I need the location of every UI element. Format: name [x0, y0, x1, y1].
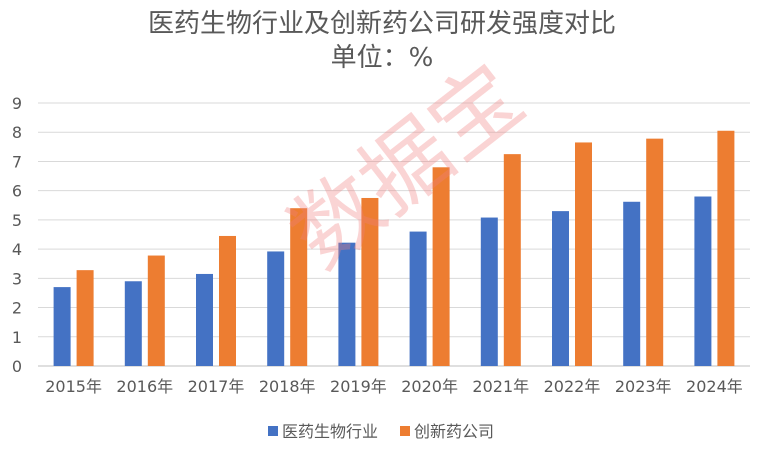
legend-swatch	[400, 426, 410, 436]
bar-innovative-6	[503, 154, 521, 366]
chart-subtitle: 单位：%	[331, 43, 434, 73]
y-tick-label: 4	[12, 240, 22, 259]
y-tick-label: 7	[12, 152, 22, 171]
bar-industry-9	[694, 196, 712, 366]
y-tick-label: 5	[12, 211, 22, 230]
x-tick-label: 2018年	[259, 377, 316, 396]
y-tick-label: 1	[12, 328, 22, 347]
bar-industry-2	[196, 273, 213, 366]
bar-innovative-2	[219, 235, 236, 366]
bar-innovative-3	[290, 208, 308, 366]
legend-swatch	[268, 426, 278, 436]
bars	[53, 130, 735, 366]
x-tick-label: 2016年	[116, 377, 173, 396]
bar-industry-8	[623, 201, 641, 366]
bar-industry-1	[124, 281, 142, 366]
y-tick-label: 0	[12, 357, 22, 376]
x-tick-label: 2015年	[45, 377, 102, 396]
y-axis: 0 1 2 3 4 5 6 7 8 9	[12, 94, 22, 376]
bar-innovative-8	[646, 138, 664, 366]
x-tick-label: 2019年	[330, 377, 387, 396]
y-tick-label: 6	[12, 182, 22, 201]
bar-innovative-9	[717, 130, 735, 366]
legend-label: 医药生物行业	[282, 422, 378, 441]
x-axis: 2015年 2016年 2017年 2018年 2019年 2020年 2021年 2022年…	[45, 377, 743, 396]
legend-label: 创新药公司	[414, 422, 494, 441]
bar-industry-5	[409, 231, 427, 366]
y-tick-label: 2	[12, 299, 22, 318]
y-tick-label: 8	[12, 123, 22, 142]
x-tick-label: 2020年	[401, 377, 458, 396]
bar-industry-6	[480, 217, 498, 366]
y-tick-label: 3	[12, 269, 22, 288]
bar-innovative-0	[76, 270, 94, 366]
bar-industry-0	[53, 287, 71, 366]
bar-innovative-7	[575, 142, 592, 366]
x-tick-label: 2022年	[544, 377, 601, 396]
legend: 医药生物行业 创新药公司	[268, 422, 494, 441]
bar-industry-7	[552, 211, 569, 366]
watermark: 数据宝	[270, 44, 541, 288]
chart-title: 医药生物行业及创新药公司研发强度对比	[148, 9, 616, 39]
x-tick-label: 2021年	[472, 377, 529, 396]
bar-innovative-1	[147, 255, 165, 366]
x-tick-label: 2023年	[615, 377, 672, 396]
bar-innovative-4	[361, 197, 379, 366]
bar-industry-3	[267, 251, 285, 366]
bar-industry-4	[338, 242, 356, 366]
y-tick-label: 9	[12, 94, 22, 113]
x-tick-label: 2024年	[686, 377, 743, 396]
bar-innovative-5	[432, 167, 450, 366]
x-tick-label: 2017年	[188, 377, 245, 396]
